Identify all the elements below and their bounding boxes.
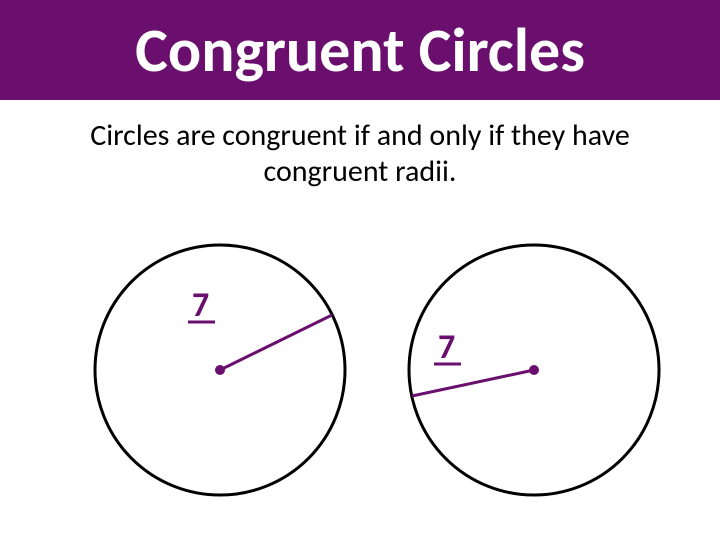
definition-line-1: Circles are congruent if and only if the…: [0, 118, 720, 154]
center-dot: [215, 365, 225, 375]
title-bar: Congruent Circles: [0, 0, 720, 100]
radius-line: [412, 370, 534, 396]
radius-label: 7: [192, 285, 209, 326]
definition-text: Circles are congruent if and only if the…: [0, 118, 720, 190]
slide-title: Congruent Circles: [135, 19, 585, 81]
center-dot: [529, 365, 539, 375]
radius-label: 7: [438, 327, 455, 368]
radius-line: [220, 315, 332, 370]
congruent-circles-diagram: 77: [0, 240, 720, 540]
definition-line-2: congruent radii.: [0, 154, 720, 190]
